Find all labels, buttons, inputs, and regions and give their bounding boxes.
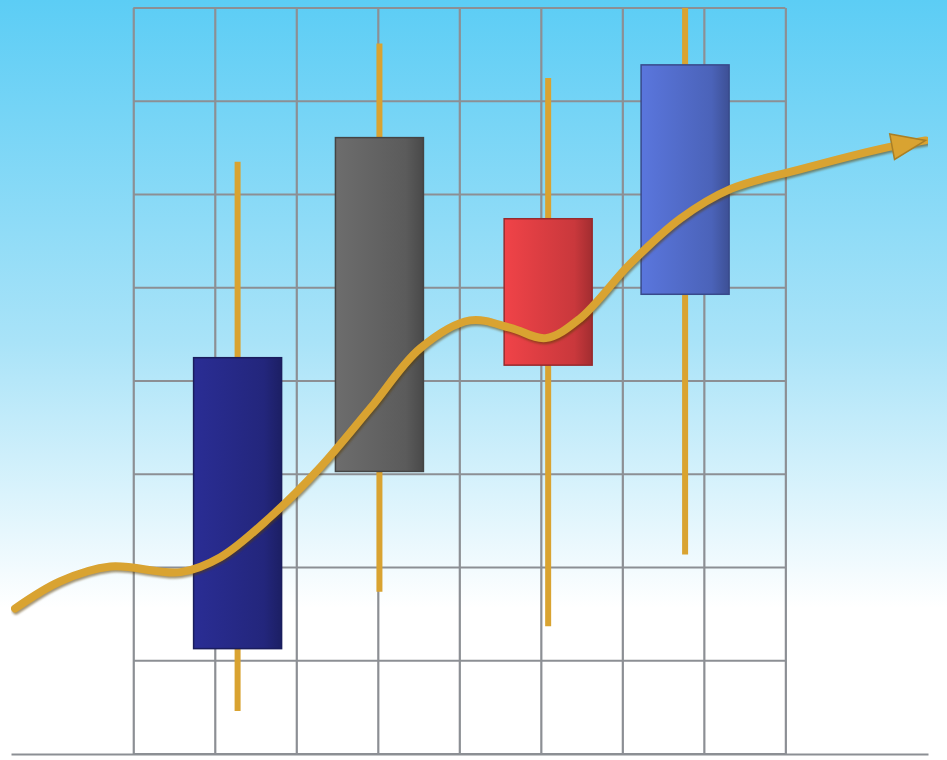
grid-line-x — [785, 8, 787, 754]
grid — [133, 8, 785, 754]
tick — [541, 8, 542, 754]
x-axis — [12, 8, 929, 755]
tick — [459, 8, 460, 754]
grid-line-x — [133, 8, 135, 754]
tick — [296, 8, 297, 754]
tick — [133, 8, 134, 754]
grid-line-x — [296, 8, 298, 754]
plot-area — [15, 8, 925, 711]
candle-body — [335, 138, 423, 472]
grid-line-x — [622, 8, 624, 754]
axis-line — [12, 754, 929, 756]
grid-line-x — [540, 8, 542, 754]
chart — [0, 0, 947, 760]
candle-body — [504, 219, 592, 365]
candle-body — [194, 358, 282, 649]
arrow-head — [890, 134, 926, 160]
grid-line-x — [459, 8, 461, 754]
tick — [785, 8, 786, 754]
trend-line — [15, 140, 925, 608]
tick — [622, 8, 623, 754]
candle-body — [641, 65, 729, 294]
